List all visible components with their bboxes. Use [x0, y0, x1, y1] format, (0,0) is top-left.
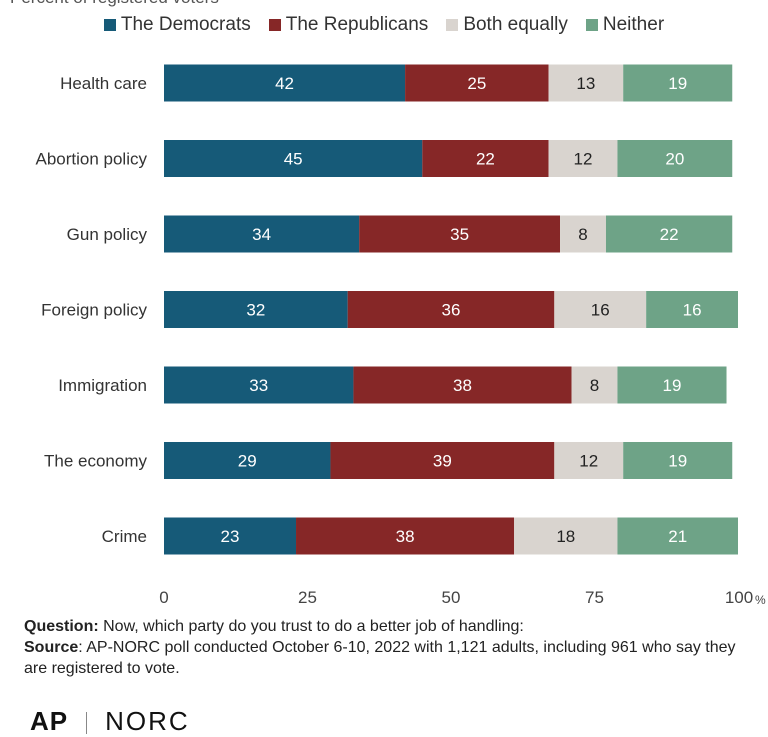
data-label-the-economy-neither: 19 — [668, 452, 687, 471]
category-label-gun-policy: Gun policy — [67, 225, 148, 244]
data-label-foreign-policy-the-republicans: 36 — [442, 301, 461, 320]
bar-abortion-policy-the-republicans — [422, 140, 549, 177]
norc-logo: NORC — [105, 706, 190, 736]
bar-health-care-neither — [623, 64, 733, 102]
logo-bar: AP NORC — [30, 706, 190, 737]
x-tick-label-25: 25 — [298, 588, 317, 607]
bar-health-care-the-republicans — [405, 64, 549, 102]
bar-crime-the-republicans — [296, 517, 515, 555]
bar-immigration-the-republicans — [353, 366, 572, 404]
source-note: Source: AP-NORC poll conducted October 6… — [24, 637, 754, 679]
source-text: : AP-NORC poll conducted October 6-10, 2… — [24, 639, 736, 677]
ap-logo: AP — [30, 706, 69, 736]
bar-crime-both-equally — [514, 517, 618, 555]
bar-immigration-the-democrats — [164, 366, 354, 404]
data-label-abortion-policy-both-equally: 12 — [574, 150, 593, 169]
data-label-foreign-policy-both-equally: 16 — [591, 301, 610, 320]
bar-gun-policy-the-democrats — [164, 215, 360, 253]
x-tick-label-50: 50 — [442, 588, 461, 607]
bar-immigration-neither — [617, 366, 727, 404]
bar-foreign-policy-neither — [646, 291, 738, 328]
data-label-the-economy-the-democrats: 29 — [238, 452, 257, 471]
data-label-abortion-policy-the-republicans: 22 — [476, 150, 495, 169]
data-label-crime-the-democrats: 23 — [221, 527, 240, 546]
stacked-bar-chart: Health care 42 25 13 19 Abortion policy 45 22 12… — [35, 64, 766, 607]
legend-swatch-both-equally — [446, 19, 459, 31]
data-label-health-care-the-republicans: 25 — [467, 74, 486, 93]
bar-foreign-policy-the-democrats — [164, 291, 348, 328]
data-label-gun-policy-the-democrats: 34 — [252, 225, 271, 244]
bar-health-care-the-democrats — [164, 64, 406, 102]
data-label-the-economy-both-equally: 12 — [579, 452, 598, 471]
data-label-the-economy-the-republicans: 39 — [433, 452, 452, 471]
legend-item-neither: Neither — [585, 14, 665, 36]
data-label-health-care-both-equally: 13 — [576, 74, 595, 93]
bar-health-care-both-equally — [548, 64, 624, 102]
bar-immigration-both-equally — [571, 366, 618, 404]
data-label-crime-neither: 21 — [668, 527, 687, 546]
legend: The Democrats The Republicans Both equal… — [0, 14, 768, 36]
bar-foreign-policy-the-republicans — [347, 291, 555, 328]
bar-crime-neither — [617, 517, 738, 555]
data-label-immigration-neither: 19 — [663, 376, 682, 395]
bar-abortion-policy-neither — [617, 140, 733, 177]
logo-divider — [86, 712, 88, 735]
bar-gun-policy-both-equally — [560, 215, 606, 253]
category-label-immigration: Immigration — [58, 376, 147, 395]
data-label-abortion-policy-neither: 20 — [665, 150, 684, 169]
data-label-crime-both-equally: 18 — [556, 527, 575, 546]
data-label-gun-policy-both-equally: 8 — [578, 225, 587, 244]
bar-abortion-policy-both-equally — [548, 140, 618, 177]
legend-item-democrats: The Democrats — [103, 14, 251, 36]
x-tick-label-75: 75 — [585, 588, 604, 607]
bar-abortion-policy-the-democrats — [164, 140, 423, 177]
legend-item-republicans: The Republicans — [268, 14, 429, 36]
legend-label-both-equally: Both equally — [463, 14, 568, 35]
bar-foreign-policy-both-equally — [554, 291, 647, 328]
chart-footer: Question: Now, which party do you trust … — [24, 616, 754, 679]
bar-the-economy-neither — [623, 442, 733, 479]
legend-label-democrats: The Democrats — [120, 14, 251, 35]
source-label: Source — [24, 639, 79, 656]
question-text: Now, which party do you trust to do a be… — [98, 618, 524, 635]
x-axis-unit: % — [755, 593, 766, 607]
legend-swatch-democrats — [103, 19, 116, 31]
x-tick-label-100: 100 — [725, 588, 753, 607]
bar-crime-the-democrats — [164, 517, 297, 555]
data-label-immigration-both-equally: 8 — [590, 376, 599, 395]
data-label-health-care-the-democrats: 42 — [275, 74, 294, 93]
category-label-foreign-policy: Foreign policy — [41, 301, 147, 320]
x-tick-label-0: 0 — [159, 588, 168, 607]
data-label-immigration-the-democrats: 33 — [249, 376, 268, 395]
data-label-foreign-policy-neither: 16 — [683, 301, 702, 320]
bar-the-economy-the-republicans — [330, 442, 555, 479]
data-label-foreign-policy-the-democrats: 32 — [246, 301, 265, 320]
data-label-abortion-policy-the-democrats: 45 — [284, 150, 303, 169]
bar-the-economy-the-democrats — [164, 442, 331, 479]
legend-swatch-neither — [585, 19, 598, 31]
data-label-crime-the-republicans: 38 — [396, 527, 415, 546]
bar-the-economy-both-equally — [554, 442, 624, 479]
legend-item-both-equally: Both equally — [446, 14, 568, 36]
category-label-health-care: Health care — [60, 74, 147, 93]
legend-label-republicans: The Republicans — [285, 14, 429, 35]
category-label-the-economy: The economy — [44, 452, 147, 471]
data-label-gun-policy-the-republicans: 35 — [450, 225, 469, 244]
question-label: Question: — [24, 618, 99, 635]
category-label-crime: Crime — [102, 527, 147, 546]
legend-label-neither: Neither — [602, 14, 665, 35]
category-label-abortion-policy: Abortion policy — [35, 150, 147, 169]
chart-subtitle: Percent of registered voters — [10, 0, 219, 8]
data-label-immigration-the-republicans: 38 — [453, 376, 472, 395]
data-label-gun-policy-neither: 22 — [660, 225, 679, 244]
bar-gun-policy-the-republicans — [359, 215, 561, 253]
data-label-health-care-neither: 19 — [668, 74, 687, 93]
question-note: Question: Now, which party do you trust … — [24, 616, 754, 637]
bar-gun-policy-neither — [605, 215, 733, 253]
legend-swatch-republicans — [268, 19, 281, 31]
